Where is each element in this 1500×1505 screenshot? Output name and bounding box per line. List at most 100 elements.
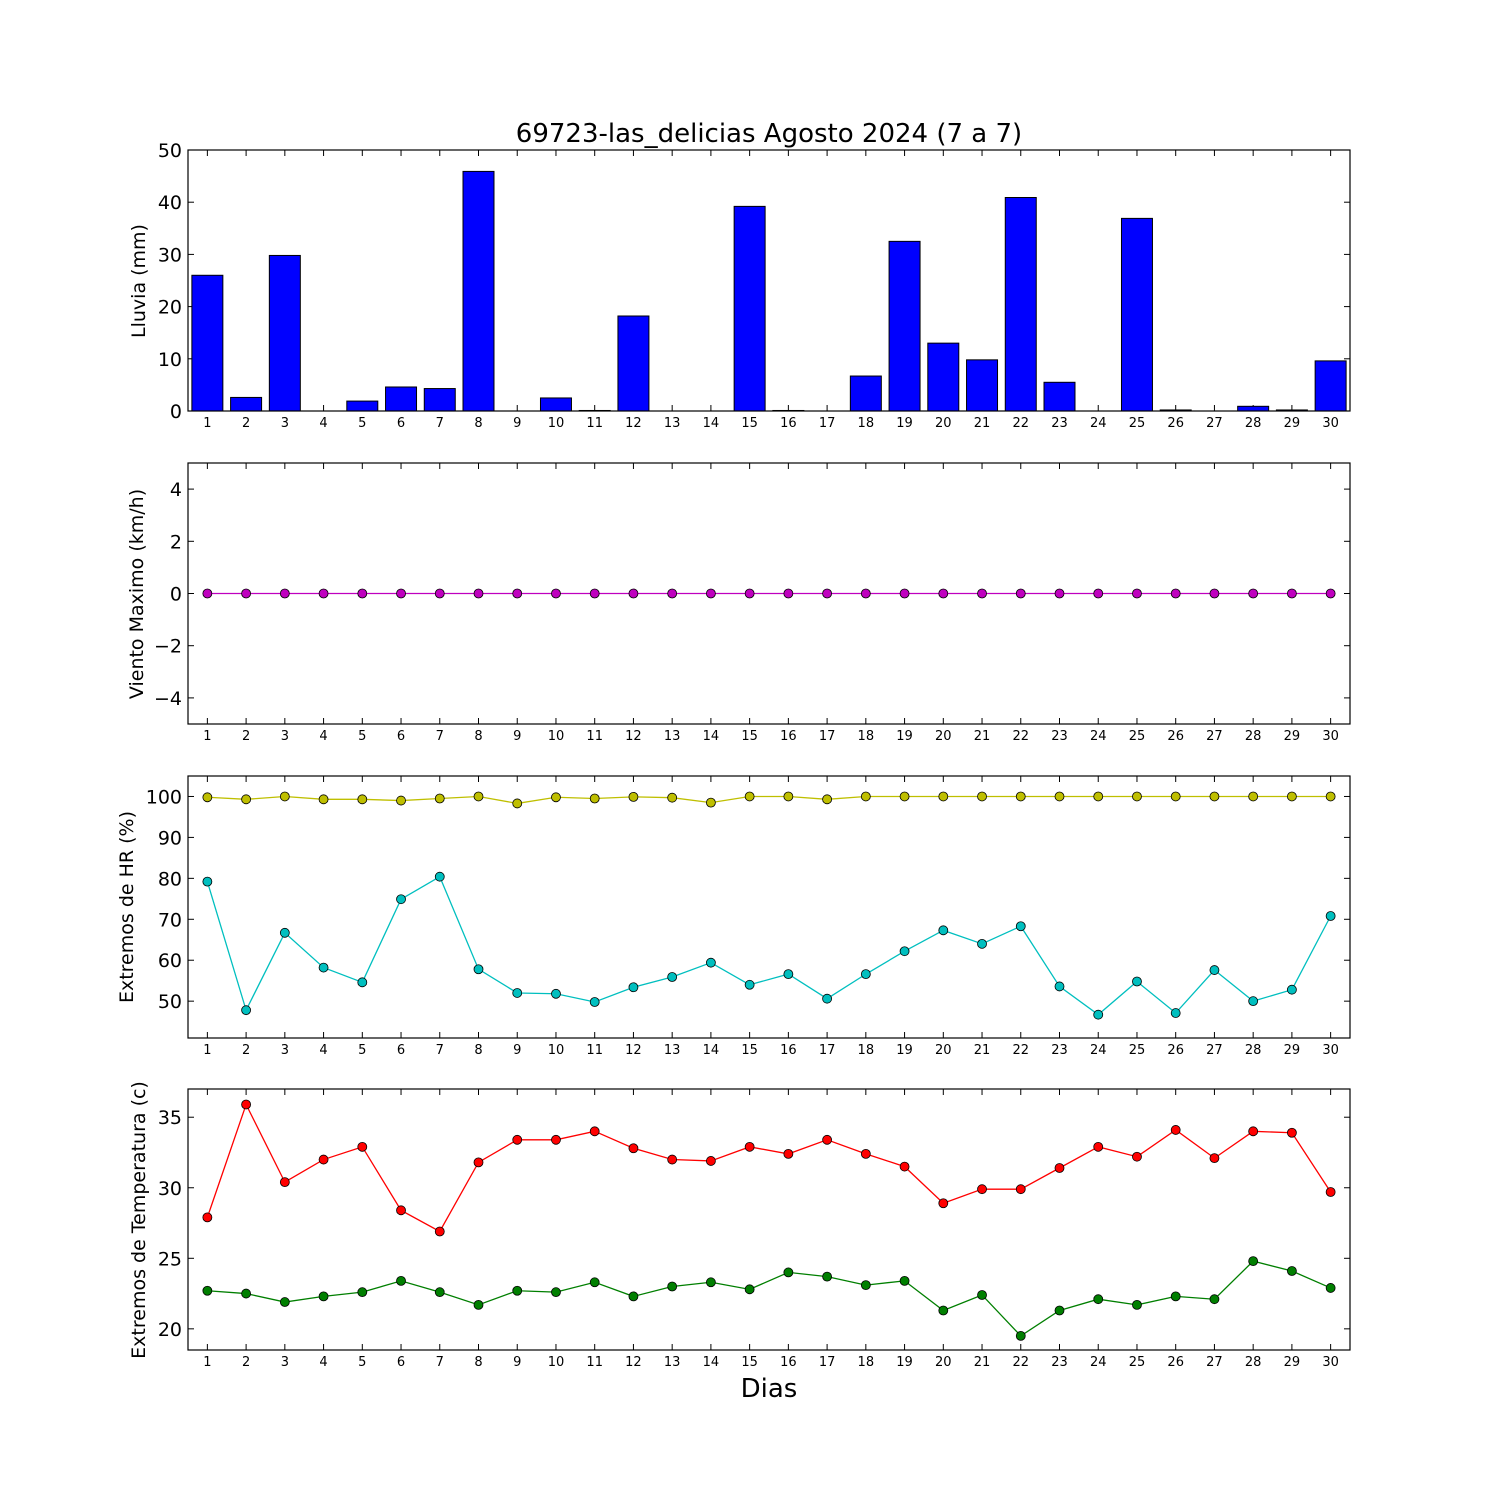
x-tick-label: 3 [281, 416, 289, 431]
data-point [512, 588, 523, 599]
data-point [1093, 1294, 1104, 1305]
data-point [1170, 791, 1181, 802]
data-point [706, 797, 716, 808]
data-point [822, 1271, 832, 1282]
x-tick-label: 28 [1245, 416, 1262, 431]
x-tick-label: 2 [242, 729, 250, 744]
data-point [473, 588, 484, 599]
y-tick-label: 25 [158, 1248, 182, 1270]
x-tick-label: 25 [1129, 1043, 1146, 1058]
x-tick-label: 3 [281, 1355, 289, 1370]
x-tick-label: 14 [703, 416, 720, 431]
x-tick-label: 23 [1051, 1355, 1068, 1370]
x-tick-label: 16 [780, 1355, 797, 1370]
data-point [1054, 1163, 1065, 1173]
x-tick-label: 19 [896, 1043, 913, 1058]
data-point [202, 876, 213, 887]
data-point [1287, 1266, 1297, 1276]
data-point [1054, 588, 1065, 599]
data-point [1209, 588, 1220, 599]
plot-frame [187, 1088, 1351, 1351]
data-point [1287, 1127, 1297, 1138]
data-point [1093, 791, 1104, 802]
series-line-1 [206, 1102, 1332, 1233]
x-tick-label: 6 [397, 1355, 405, 1370]
data-point [667, 1154, 678, 1165]
data-point [357, 588, 368, 599]
plot-frame [187, 149, 1351, 412]
data-point [1209, 1294, 1220, 1305]
data-point [1093, 1009, 1104, 1020]
x-tick-label: 27 [1206, 1355, 1223, 1370]
data-point [938, 925, 949, 936]
data-point [1132, 1151, 1142, 1162]
x-tick-label: 25 [1129, 729, 1146, 744]
plot-frame [187, 462, 1351, 725]
data-point [473, 964, 484, 975]
x-tick-label: 20 [935, 1355, 952, 1370]
data-point [1170, 1008, 1181, 1018]
data-point [396, 795, 406, 806]
data-point [1132, 588, 1142, 599]
data-point [318, 1154, 329, 1165]
data-point [318, 1291, 329, 1302]
data-point [822, 794, 832, 805]
data-point [1325, 1283, 1336, 1293]
x-tick-label: 9 [513, 1043, 521, 1058]
data-point [202, 1212, 213, 1223]
x-tick-label: 24 [1090, 729, 1107, 744]
data-point [899, 1275, 910, 1286]
x-tick-label: 1 [203, 416, 211, 431]
data-point [977, 938, 987, 949]
x-tick-label: 12 [625, 1355, 642, 1370]
data-point [744, 1284, 755, 1295]
bar [385, 386, 418, 412]
x-tick-label: 15 [741, 729, 758, 744]
x-tick-label: 3 [281, 729, 289, 744]
y-tick-label: −4 [154, 688, 182, 710]
x-tick-label: 14 [703, 1355, 720, 1370]
series-line-2 [207, 1260, 1331, 1337]
y-tick-label: 50 [158, 140, 182, 162]
data-point [318, 588, 329, 599]
data-point [241, 794, 252, 805]
x-tick-label: 18 [858, 1355, 875, 1370]
y-tick-label: 30 [158, 1178, 182, 1200]
x-tick-label: 20 [935, 416, 952, 431]
x-tick-label: 16 [780, 1043, 797, 1058]
data-point [279, 791, 290, 802]
x-tick-label: 25 [1129, 416, 1146, 431]
data-point [279, 1297, 290, 1307]
data-point [938, 1198, 949, 1209]
data-point [512, 1134, 523, 1145]
data-point [357, 1287, 368, 1298]
x-tick-label: 8 [474, 416, 482, 431]
y-tick-label: 4 [170, 479, 182, 501]
data-point [1325, 588, 1336, 599]
bar [1120, 217, 1153, 412]
data-point [744, 791, 755, 802]
y-tick-label: 40 [158, 192, 182, 214]
bar [1043, 381, 1076, 412]
data-point [202, 588, 213, 599]
x-tick-label: 6 [397, 1043, 405, 1058]
y-tick-label: 0 [170, 401, 182, 423]
x-tick-label: 19 [896, 1355, 913, 1370]
bar [230, 396, 263, 412]
data-point [938, 1305, 949, 1316]
x-tick-label: 21 [974, 1355, 991, 1370]
data-point [1325, 791, 1336, 802]
data-point [1015, 1330, 1026, 1341]
bar [268, 254, 301, 412]
data-point [706, 1156, 716, 1166]
data-point [1054, 981, 1065, 992]
plot-frame [187, 775, 1351, 1039]
data-point [318, 962, 329, 973]
x-tick-label: 29 [1284, 1355, 1301, 1370]
data-point [1132, 976, 1142, 987]
x-tick-label: 19 [896, 729, 913, 744]
figure-title: 69723-las_delicias Agosto 2024 (7 a 7) [516, 119, 1022, 149]
data-point [1015, 921, 1026, 932]
data-point [667, 792, 678, 803]
